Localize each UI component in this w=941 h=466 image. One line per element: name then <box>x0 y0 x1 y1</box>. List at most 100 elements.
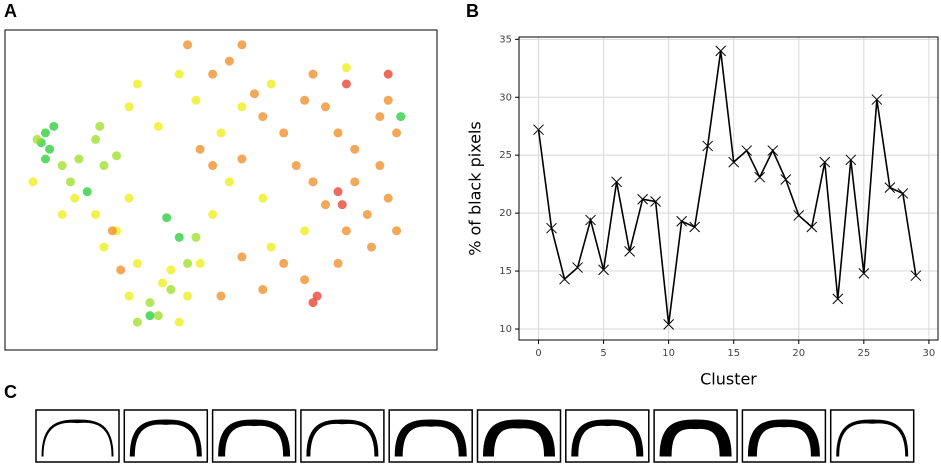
x-marker <box>780 174 792 185</box>
x-marker <box>728 156 740 168</box>
point <box>300 226 310 236</box>
point <box>174 232 184 242</box>
point <box>279 128 289 138</box>
thumb-shape <box>41 419 114 457</box>
x-marker <box>689 221 701 233</box>
x-marker <box>663 319 674 330</box>
panel-label: A <box>4 1 17 21</box>
thumb-shape <box>129 419 202 457</box>
point <box>57 209 67 219</box>
point <box>249 89 259 99</box>
x-marker <box>832 293 844 305</box>
point <box>124 291 134 301</box>
thumb-shape <box>394 419 467 457</box>
point <box>224 177 234 187</box>
x-marker <box>572 262 583 273</box>
point <box>183 258 193 268</box>
y-tick-label: 15 <box>499 266 512 277</box>
point <box>99 161 109 171</box>
x-marker <box>611 176 622 188</box>
point <box>341 79 351 89</box>
point <box>145 298 155 308</box>
x-marker <box>741 145 753 156</box>
point <box>396 112 406 122</box>
point <box>174 69 184 79</box>
point <box>383 193 393 203</box>
scatter-frame <box>4 29 438 351</box>
panel-label: B <box>466 1 479 21</box>
point <box>162 213 172 223</box>
x-tick-label: 30 <box>923 348 936 359</box>
point <box>66 177 76 187</box>
point <box>362 209 372 219</box>
point <box>333 128 343 138</box>
thumb-shape <box>836 419 909 457</box>
point <box>191 95 201 105</box>
thumb-frame <box>300 409 385 463</box>
point <box>132 317 142 327</box>
x-marker <box>546 222 557 234</box>
thumb-frame <box>829 409 915 463</box>
point <box>333 187 343 197</box>
point <box>82 187 92 197</box>
x-marker <box>676 215 688 227</box>
y-tick-label: 30 <box>499 92 512 103</box>
x-tick-label: 5 <box>600 348 606 359</box>
thumb-shape <box>659 419 732 457</box>
point <box>375 161 385 171</box>
point <box>266 79 276 89</box>
point <box>258 193 268 203</box>
point <box>341 226 351 236</box>
point <box>57 161 67 171</box>
point <box>195 258 205 268</box>
x-marker <box>806 221 818 233</box>
point <box>237 102 247 112</box>
point <box>40 128 50 138</box>
thumb-shape <box>482 419 556 457</box>
point <box>300 275 310 285</box>
point <box>341 63 351 73</box>
point <box>279 258 289 268</box>
x-marker <box>884 182 896 193</box>
point <box>208 69 218 79</box>
point <box>308 177 318 187</box>
point <box>224 56 234 66</box>
point <box>132 79 142 89</box>
shape-thumbnails <box>35 409 915 463</box>
x-marker <box>767 145 779 156</box>
panel-label: C <box>4 382 17 402</box>
point <box>124 193 134 203</box>
point <box>166 265 176 275</box>
thumb-shape <box>306 419 379 457</box>
x-marker <box>598 264 609 276</box>
point <box>208 161 218 171</box>
point <box>70 193 80 203</box>
point <box>366 242 376 252</box>
point <box>291 161 301 171</box>
point <box>375 112 385 122</box>
point <box>40 154 50 164</box>
point <box>145 311 155 321</box>
point <box>95 121 105 131</box>
point <box>91 209 101 219</box>
point <box>99 242 109 252</box>
x-marker <box>650 196 661 207</box>
point <box>157 278 167 288</box>
point <box>32 134 42 144</box>
point <box>191 232 201 242</box>
thumb-shape <box>747 419 820 457</box>
point <box>383 69 393 79</box>
point <box>153 311 163 321</box>
point <box>174 317 184 327</box>
x-marker <box>793 210 805 221</box>
point <box>392 128 402 138</box>
y-tick-label: 10 <box>499 324 512 335</box>
x-tick-label: 20 <box>792 348 805 359</box>
point <box>216 128 226 138</box>
y-axis-label: % of black pixels <box>466 121 485 256</box>
point <box>74 154 84 164</box>
point <box>153 121 163 131</box>
x-tick-label: 25 <box>857 348 870 359</box>
x-tick-label: 0 <box>535 348 541 359</box>
x-marker <box>637 193 648 205</box>
